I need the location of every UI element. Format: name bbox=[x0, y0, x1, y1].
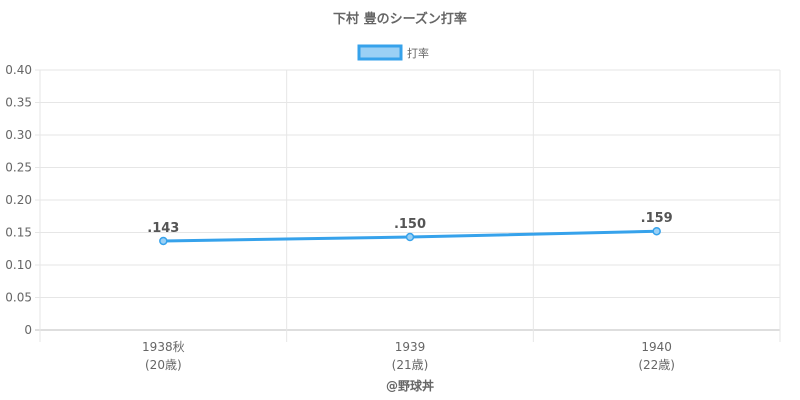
y-tick-label: 0.40 bbox=[5, 63, 32, 77]
y-tick-label: 0.15 bbox=[5, 226, 32, 240]
data-labels: .143 .150 .159 bbox=[147, 211, 672, 236]
y-tick-label: 0.05 bbox=[5, 291, 32, 305]
y-tick-label: 0.35 bbox=[5, 96, 32, 110]
legend-label: 打率 bbox=[407, 46, 429, 60]
legend-swatch bbox=[357, 44, 403, 61]
y-tick-label: 0 bbox=[24, 323, 32, 337]
data-label: .150 bbox=[394, 217, 426, 232]
x-tick-sublabel: (22歳) bbox=[638, 358, 675, 372]
credit-text: @野球丼 bbox=[386, 378, 434, 393]
x-tick-sublabel: (21歳) bbox=[392, 358, 429, 372]
chart-title: 下村 豊のシーズン打率 bbox=[333, 11, 467, 27]
y-tick-label: 0.10 bbox=[5, 258, 32, 272]
x-tick-label: 1938秋 bbox=[142, 340, 185, 354]
data-point[interactable] bbox=[159, 236, 168, 246]
x-axis: 1938秋 (20歳) 1939 (21歳) 1940 (22歳) bbox=[142, 340, 675, 372]
y-axis: 0 0.05 0.10 0.15 0.20 0.25 0.30 0.35 0.40 bbox=[5, 63, 32, 337]
data-label: .143 bbox=[147, 221, 179, 236]
x-tick-label: 1940 bbox=[641, 340, 672, 354]
x-tick-sublabel: (20歳) bbox=[145, 358, 182, 372]
series-batting-average bbox=[159, 226, 661, 246]
y-tick-label: 0.25 bbox=[5, 161, 32, 175]
y-tick-label: 0.30 bbox=[5, 128, 32, 142]
data-label: .159 bbox=[641, 211, 673, 226]
data-point[interactable] bbox=[405, 232, 415, 242]
grid bbox=[35, 69, 781, 342]
x-tick-label: 1939 bbox=[395, 340, 426, 354]
y-tick-label: 0.20 bbox=[5, 193, 32, 207]
legend[interactable]: 打率 bbox=[357, 44, 429, 61]
data-point[interactable] bbox=[652, 226, 661, 236]
